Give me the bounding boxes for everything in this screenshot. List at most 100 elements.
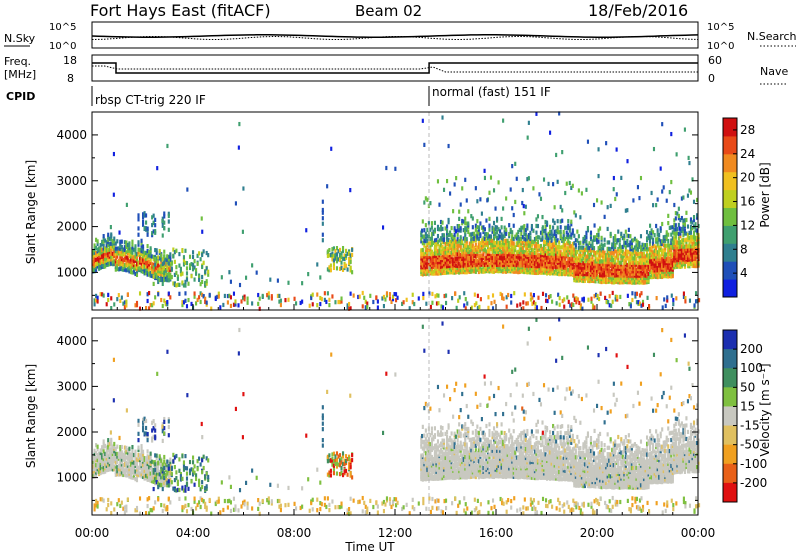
velocity-cell xyxy=(126,456,129,461)
velocity-cell xyxy=(126,448,129,453)
power-cell xyxy=(93,263,96,269)
power-cell xyxy=(659,254,662,259)
power-cell xyxy=(462,219,465,224)
power-cell xyxy=(207,253,210,258)
power-cell xyxy=(594,268,597,273)
power-cell xyxy=(509,258,512,264)
power-cell xyxy=(633,251,636,257)
power-cell xyxy=(565,260,568,266)
power-cell xyxy=(348,306,351,311)
velocity-cell xyxy=(135,472,139,477)
power-cell xyxy=(169,259,172,265)
power-cell xyxy=(633,245,636,250)
velocity-cell xyxy=(167,496,170,501)
velocity-cell xyxy=(441,510,445,515)
power-cell xyxy=(645,258,649,263)
power-cell xyxy=(517,229,520,235)
power-cell xyxy=(170,274,173,280)
power-cell xyxy=(665,252,668,257)
freq-label: Freq. xyxy=(4,55,31,68)
power-cell xyxy=(639,273,643,279)
power-cell xyxy=(160,260,163,265)
power-cell xyxy=(638,195,641,201)
power-cell xyxy=(579,215,582,220)
power-cell xyxy=(157,292,160,297)
power-cell xyxy=(497,258,500,263)
power-cell xyxy=(585,230,588,235)
power-cell xyxy=(441,220,444,225)
power-cell xyxy=(697,248,700,253)
power-cell xyxy=(447,259,450,265)
power-cell xyxy=(123,240,126,245)
power-cell xyxy=(443,293,446,299)
velocity-cell xyxy=(364,510,367,515)
power-cell xyxy=(624,258,627,263)
velocity-cell xyxy=(532,498,535,503)
y-tick-label: 1000 xyxy=(56,265,87,279)
power-cell xyxy=(500,242,503,248)
power-cell xyxy=(433,244,436,249)
power-cell xyxy=(636,242,640,248)
power-cell xyxy=(335,256,339,261)
colorbar-tick-label: 28 xyxy=(740,123,755,137)
power-cell xyxy=(529,245,532,251)
power-cell xyxy=(639,260,643,266)
power-cell xyxy=(597,266,600,271)
power-cell xyxy=(615,253,618,258)
power-cell xyxy=(122,262,125,268)
power-cell xyxy=(555,265,558,270)
power-cell xyxy=(567,263,570,268)
power-cell xyxy=(550,256,553,261)
power-cell xyxy=(453,232,456,237)
velocity-cell xyxy=(105,451,108,456)
power-cell xyxy=(656,197,659,202)
power-cell xyxy=(430,256,433,261)
power-cell xyxy=(588,241,591,246)
power-cell xyxy=(131,239,134,244)
power-cell xyxy=(650,270,653,275)
power-cell xyxy=(488,251,491,256)
power-cell xyxy=(582,250,585,255)
power-cell xyxy=(568,250,571,255)
velocity-cell xyxy=(108,467,111,472)
velocity-cell xyxy=(348,511,351,516)
power-cell xyxy=(559,260,562,265)
power-cell xyxy=(118,230,121,235)
power-cell xyxy=(545,271,549,276)
power-cell xyxy=(555,233,558,239)
power-cell xyxy=(489,240,493,246)
power-cell xyxy=(589,248,593,253)
power-cell xyxy=(99,243,102,248)
velocity-cell xyxy=(364,504,367,509)
power-cell xyxy=(179,266,182,271)
power-cell xyxy=(173,259,176,264)
power-cell xyxy=(439,249,443,254)
velocity-cell xyxy=(385,496,389,501)
power-cell xyxy=(633,271,636,276)
power-cell xyxy=(452,209,455,214)
power-cell xyxy=(606,257,609,262)
power-cell xyxy=(492,220,496,226)
power-cell xyxy=(529,239,532,244)
power-cell xyxy=(564,225,567,230)
power-cell xyxy=(107,240,110,245)
power-cell xyxy=(620,278,623,283)
velocity-cell xyxy=(122,506,125,511)
power-cell xyxy=(694,255,697,260)
power-cell xyxy=(205,250,208,256)
power-cell xyxy=(568,268,571,273)
power-cell xyxy=(96,259,99,264)
power-cell xyxy=(107,243,110,248)
power-cell xyxy=(411,300,414,305)
power-cell xyxy=(152,274,155,279)
power-cell xyxy=(689,230,693,235)
power-cell xyxy=(553,255,556,260)
power-cell xyxy=(652,230,655,235)
power-cell xyxy=(594,254,597,260)
power-cell xyxy=(602,273,605,278)
power-cell xyxy=(148,267,151,272)
power-cell xyxy=(556,256,559,261)
power-cell xyxy=(453,253,456,258)
power-cell xyxy=(689,251,693,256)
velocity-cell xyxy=(96,500,99,505)
